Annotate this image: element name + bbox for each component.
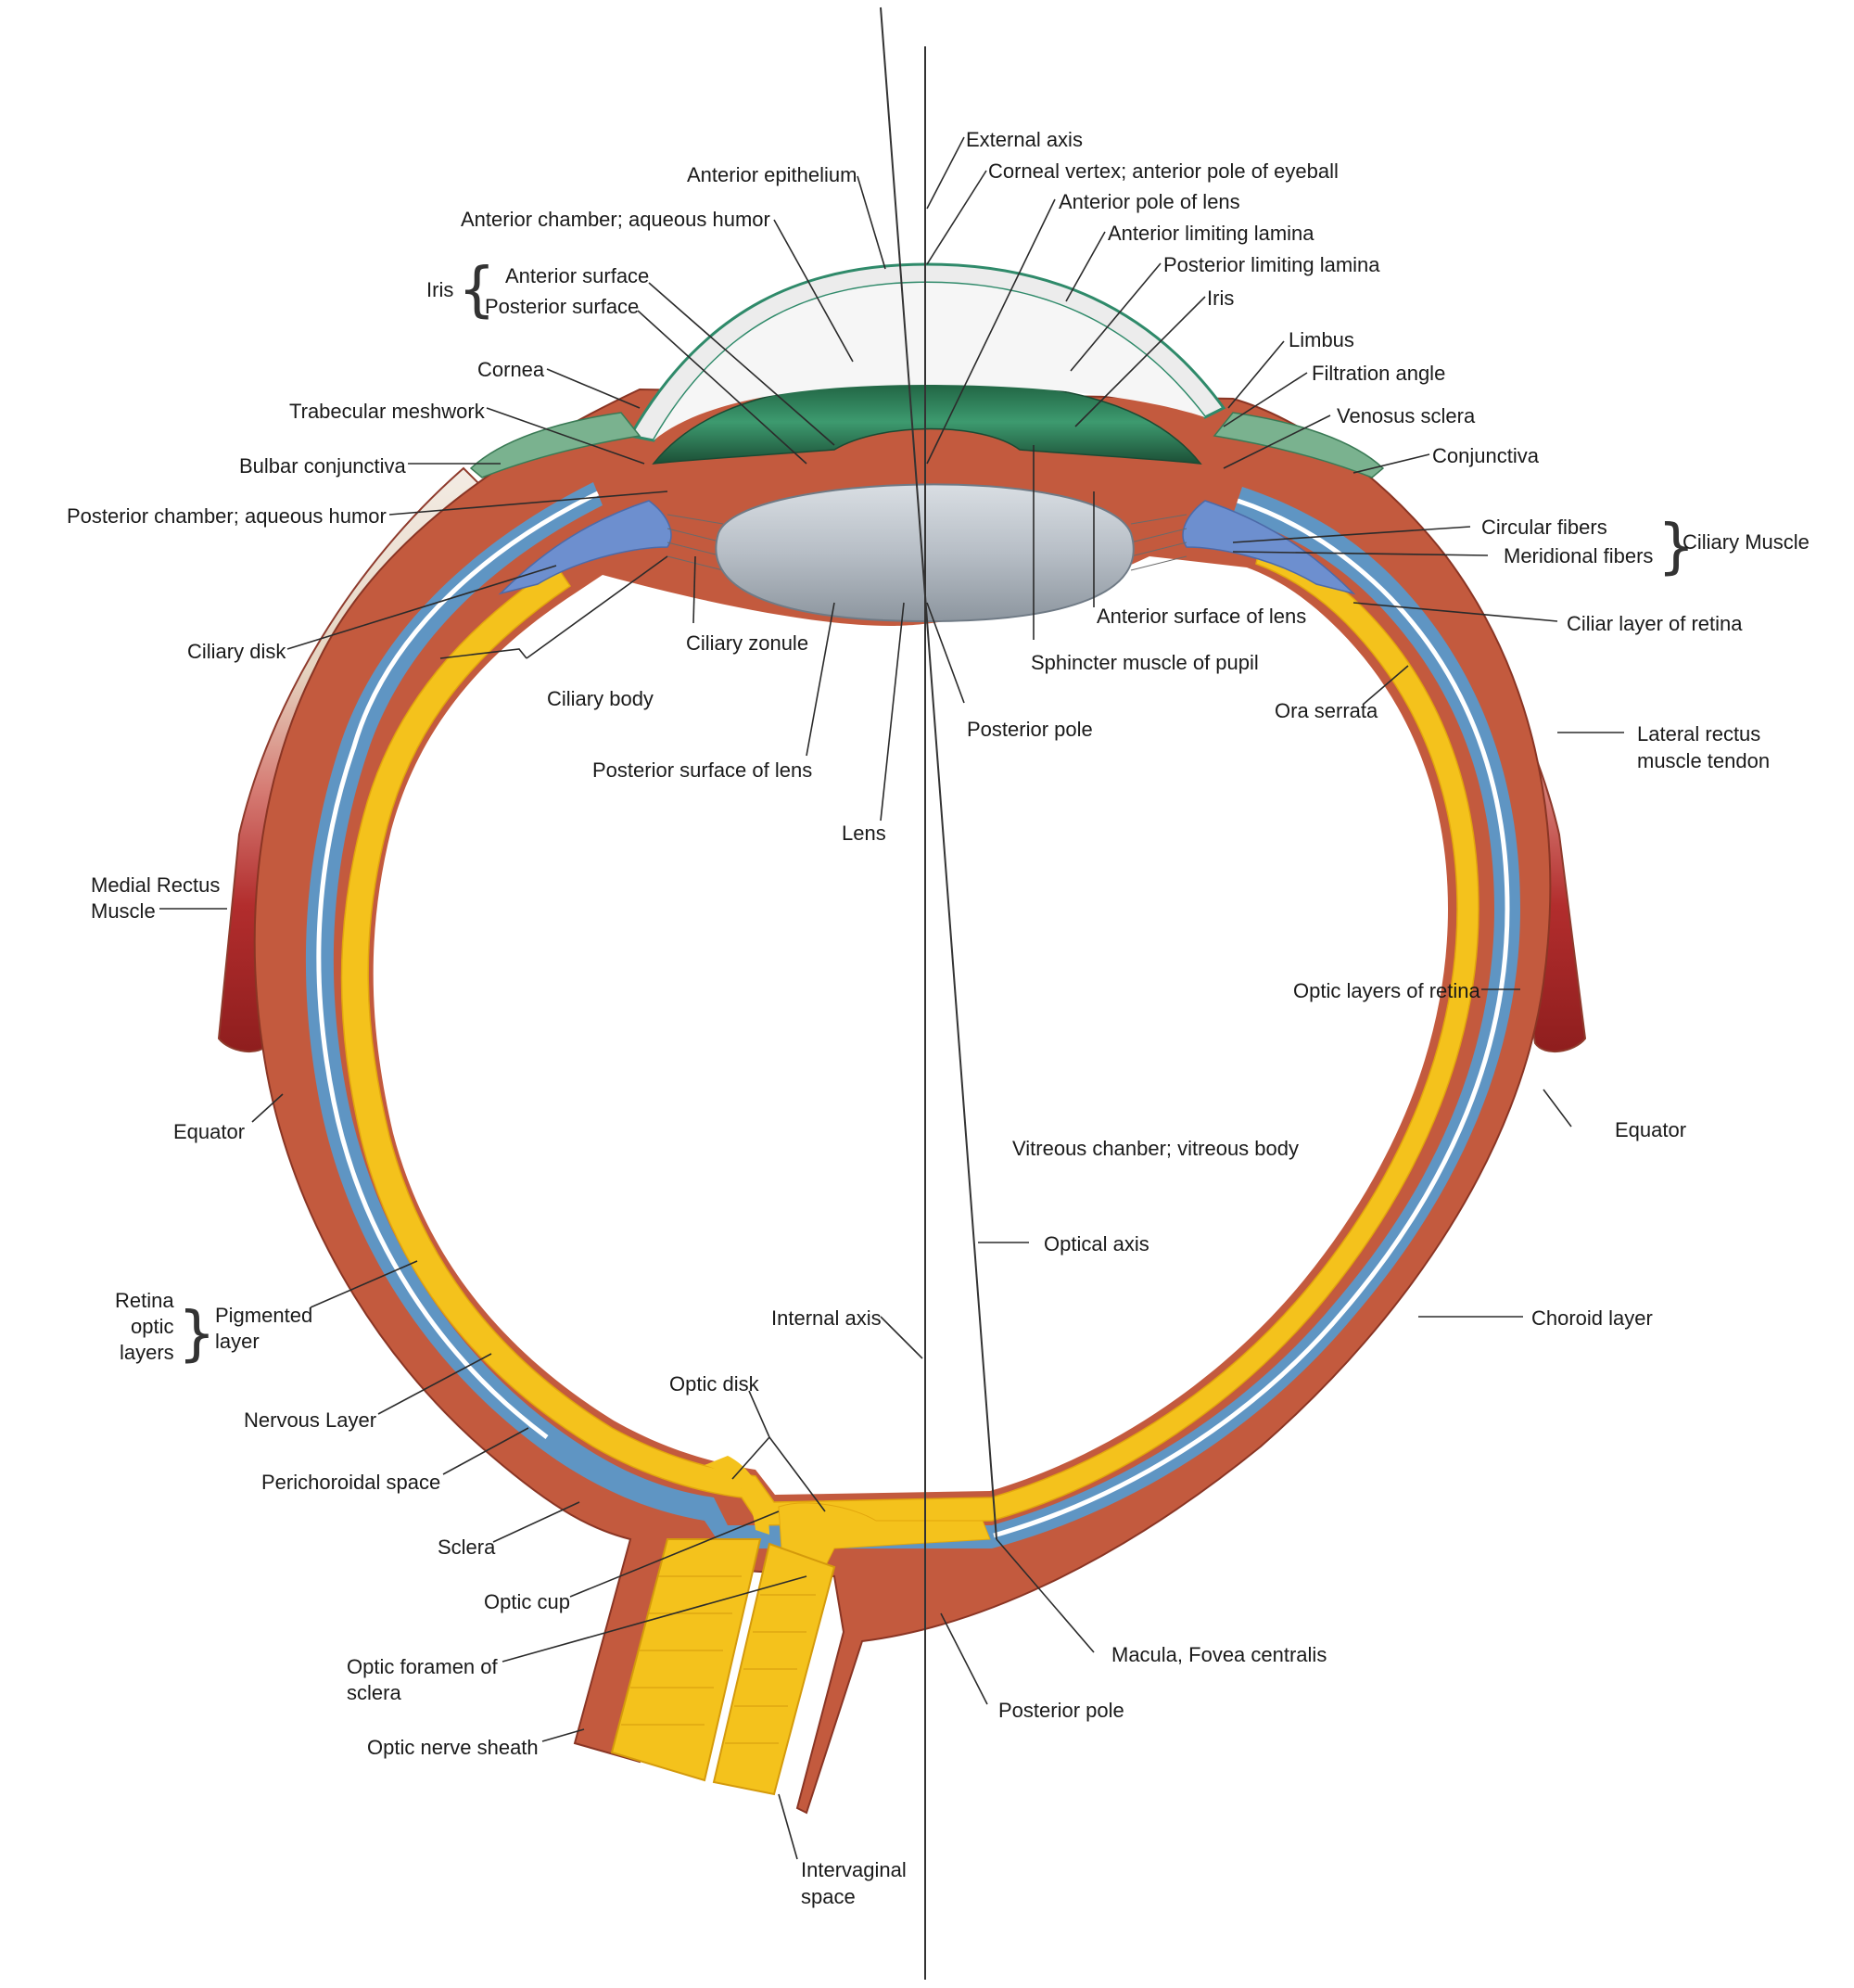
label-ciliary-muscle: Ciliary Muscle <box>1683 530 1810 554</box>
vitreous-body <box>373 556 1448 1495</box>
label-intervaginal-line2: space <box>801 1885 856 1908</box>
diagram-labels: External axis Corneal vertex; anterior p… <box>67 128 1810 1908</box>
retina-brace: } <box>178 1300 216 1369</box>
label-nervous-layer: Nervous Layer <box>244 1408 376 1432</box>
label-corneal-vertex: Corneal vertex; anterior pole of eyeball <box>988 159 1339 183</box>
label-equator-left: Equator <box>173 1120 245 1143</box>
leader-lines <box>159 136 1624 1860</box>
label-optic-layers-of-retina: Optic layers of retina <box>1293 979 1481 1002</box>
label-anterior-chamber: Anterior chamber; aqueous humor <box>461 208 770 231</box>
label-lateral-rectus-line1: Lateral rectus <box>1637 722 1760 746</box>
label-retina-line1: Retina <box>115 1289 174 1312</box>
label-ciliary-body: Ciliary body <box>547 687 654 710</box>
label-intervaginal-line1: Intervaginal <box>801 1858 907 1881</box>
choroid-layer-band <box>305 482 1521 1548</box>
label-medial-rectus-line1: Medial Rectus <box>91 873 220 897</box>
label-medial-rectus-line2: Muscle <box>91 899 156 923</box>
label-ora-serrata: Ora serrata <box>1275 699 1378 722</box>
label-equator-right: Equator <box>1615 1118 1686 1141</box>
label-optic-nerve-sheath: Optic nerve sheath <box>367 1736 539 1759</box>
label-venosus-sclera: Venosus sclera <box>1337 404 1476 427</box>
label-external-axis: External axis <box>966 128 1083 151</box>
label-posterior-chamber: Posterior chamber; aqueous humor <box>67 504 387 528</box>
label-retina-line2: optic <box>131 1315 173 1338</box>
label-anterior-pole-of-lens: Anterior pole of lens <box>1059 190 1240 213</box>
label-anterior-surface: Anterior surface <box>505 264 649 287</box>
label-posterior-surface: Posterior surface <box>485 295 639 318</box>
label-iris-right: Iris <box>1207 287 1234 310</box>
label-perichoroidal-space: Perichoroidal space <box>261 1471 440 1494</box>
label-ciliary-zonule: Ciliary zonule <box>686 631 808 655</box>
label-anterior-epithelium: Anterior epithelium <box>687 163 857 186</box>
label-optical-axis: Optical axis <box>1044 1232 1149 1255</box>
label-cornea: Cornea <box>477 358 545 381</box>
label-choroid-layer: Choroid layer <box>1531 1306 1653 1330</box>
label-sphincter-muscle-of-pupil: Sphincter muscle of pupil <box>1031 651 1259 674</box>
label-trabecular-meshwork: Trabecular meshwork <box>289 400 486 423</box>
ciliary-zonule-fibers <box>667 514 1187 571</box>
label-meridional-fibers: Meridional fibers <box>1504 544 1653 567</box>
label-optic-disk: Optic disk <box>669 1372 760 1395</box>
label-vitreous-chamber: Vitreous chanber; vitreous body <box>1012 1137 1299 1160</box>
label-internal-axis: Internal axis <box>771 1306 882 1330</box>
label-bulbar-conjunctiva: Bulbar conjunctiva <box>239 454 407 478</box>
optic-disc <box>705 1456 991 1577</box>
label-filtration-angle: Filtration angle <box>1312 362 1445 385</box>
iris-brace: { <box>458 256 496 325</box>
label-sclera: Sclera <box>438 1536 496 1559</box>
label-macula: Macula, Fovea centralis <box>1111 1643 1327 1666</box>
label-posterior-surface-of-lens: Posterior surface of lens <box>592 758 812 782</box>
label-optic-foramen-line1: Optic foramen of <box>347 1655 499 1678</box>
label-posterior-limiting-lamina: Posterior limiting lamina <box>1163 253 1380 276</box>
label-conjunctiva: Conjunctiva <box>1432 444 1540 467</box>
label-iris-left: Iris <box>426 278 453 301</box>
label-ciliary-disk: Ciliary disk <box>187 640 286 663</box>
label-lateral-rectus-line2: muscle tendon <box>1637 749 1770 772</box>
label-limbus: Limbus <box>1289 328 1354 351</box>
label-pigmented-line1: Pigmented <box>215 1304 312 1327</box>
conjunctiva-edge <box>469 412 1385 478</box>
ciliary-muscle-brace: } <box>1657 513 1695 581</box>
label-anterior-surface-of-lens: Anterior surface of lens <box>1097 605 1306 628</box>
label-retina-line3: layers <box>120 1341 174 1364</box>
label-ciliar-layer-of-retina: Ciliar layer of retina <box>1567 612 1743 635</box>
label-circular-fibers: Circular fibers <box>1481 516 1607 539</box>
label-posterior-pole-bottom: Posterior pole <box>998 1699 1124 1722</box>
label-pigmented-line2: layer <box>215 1330 260 1353</box>
label-anterior-limiting-lamina: Anterior limiting lamina <box>1108 222 1314 245</box>
label-optic-foramen-line2: sclera <box>347 1681 401 1704</box>
label-posterior-pole-top: Posterior pole <box>967 718 1093 741</box>
label-lens: Lens <box>842 822 886 845</box>
optical-axis-line <box>880 6 997 1540</box>
label-optic-cup: Optic cup <box>484 1590 570 1613</box>
